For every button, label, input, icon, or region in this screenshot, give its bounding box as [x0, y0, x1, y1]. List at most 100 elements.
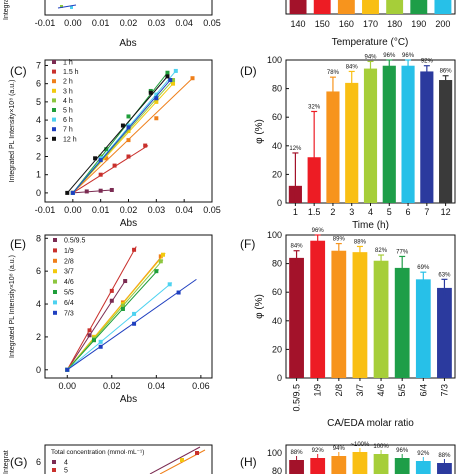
- x-tick-label: 5: [387, 207, 392, 217]
- x-tick-label: 180: [387, 19, 402, 29]
- x-tick-label: 0.05: [203, 18, 221, 28]
- y-tick-label: 4: [36, 115, 41, 125]
- x-tick-label: 0.02: [103, 381, 121, 391]
- y-tick-label: 80: [272, 84, 282, 94]
- x-tick-label: 0.04: [175, 205, 193, 215]
- bar: [352, 252, 368, 378]
- legend-label: 6/4: [64, 300, 74, 307]
- data-point: [132, 247, 137, 252]
- x-tick-label: 0.02: [120, 18, 138, 28]
- legend-label: 4/6: [64, 279, 74, 286]
- legend-marker: [52, 98, 56, 103]
- data-point: [126, 114, 131, 119]
- bar: [337, 0, 355, 14]
- y-tick-label: 2: [36, 151, 41, 161]
- panel-label-G: (G): [10, 455, 27, 469]
- fit-line: [72, 72, 168, 194]
- data-label: 88%: [354, 239, 367, 245]
- y-tick-label: 60: [272, 287, 282, 297]
- y-tick-label: 6: [36, 457, 41, 467]
- x-tick-label: 0.05: [203, 205, 221, 215]
- bar: [326, 91, 340, 203]
- fit-line: [66, 246, 137, 371]
- legend-label: 1/9: [64, 248, 74, 255]
- data-label: 96%: [396, 448, 409, 454]
- data-point: [84, 189, 89, 194]
- bar: [352, 452, 368, 474]
- data-point: [126, 125, 131, 130]
- data-point: [98, 339, 103, 344]
- x-tick-label: 0.01: [92, 205, 110, 215]
- x-tick-label: 0.02: [120, 205, 138, 215]
- panel-label-C: (C): [10, 64, 27, 78]
- data-point: [87, 328, 92, 333]
- legend-marker: [53, 269, 57, 274]
- data-label: 92%: [421, 59, 434, 65]
- legend-marker: [52, 117, 56, 122]
- x-tick-label: 3/7: [355, 384, 365, 397]
- bar: [310, 458, 326, 474]
- bar: [289, 0, 307, 14]
- data-point: [98, 188, 103, 193]
- legend-label: 4 h: [63, 98, 73, 105]
- data-point: [180, 458, 184, 462]
- bar: [373, 260, 389, 378]
- data-point: [158, 259, 163, 264]
- data-label: 88%: [438, 453, 451, 459]
- data-point: [120, 306, 125, 311]
- data-point: [70, 190, 75, 195]
- x-tick-label: 170: [363, 19, 378, 29]
- y-tick-label: 80: [272, 466, 282, 474]
- panel-label-E: (E): [10, 237, 26, 251]
- data-point: [171, 81, 176, 86]
- data-point: [60, 5, 63, 8]
- data-point: [154, 116, 159, 121]
- data-point: [65, 190, 70, 195]
- x-tick-label: 200: [435, 19, 450, 29]
- data-point: [154, 96, 159, 101]
- y-tick-label: 6: [36, 266, 41, 276]
- bar: [394, 458, 410, 474]
- legend-marker: [52, 108, 56, 112]
- x-tick-label: 190: [411, 19, 426, 29]
- y-tick-label: 1: [36, 170, 41, 180]
- x-tick-label: 7/3: [439, 384, 449, 397]
- x-tick-label: 1.5: [308, 207, 321, 217]
- data-label: 82%: [375, 248, 388, 254]
- bar: [410, 0, 428, 14]
- fit-line: [72, 79, 171, 194]
- legend-marker: [52, 136, 56, 141]
- bar: [289, 460, 304, 474]
- fit-line: [66, 269, 159, 371]
- data-label: 94%: [364, 54, 377, 60]
- y-tick-label: 40: [272, 316, 282, 326]
- fit-line: [149, 446, 201, 474]
- legend-label: 2/8: [64, 258, 74, 265]
- data-point: [109, 187, 114, 192]
- y-tick-label: 0: [277, 373, 282, 383]
- bar: [386, 0, 404, 14]
- data-label: 88%: [291, 450, 304, 456]
- partial-frame-H: [285, 444, 456, 474]
- legend-label: 5/5: [64, 290, 74, 297]
- bar: [420, 71, 434, 203]
- y-tick-label: 100: [267, 230, 282, 240]
- data-label: 69%: [417, 265, 430, 271]
- x-tick-label: 4/6: [376, 384, 386, 397]
- legend-marker: [52, 127, 56, 132]
- data-point: [154, 92, 159, 97]
- data-point: [165, 74, 170, 79]
- x-tick-label: 0.04: [148, 381, 166, 391]
- data-point: [123, 279, 128, 284]
- legend-marker: [52, 88, 56, 93]
- x-tick-label: -0.01: [35, 205, 56, 215]
- y-tick-label: 60: [272, 112, 282, 122]
- data-label: 89%: [333, 237, 346, 243]
- data-point: [91, 338, 96, 343]
- x-axis-title: Temperature (°C): [332, 37, 409, 48]
- data-point: [104, 156, 109, 161]
- y-axis-title: Integrated PL Intensity×10⁸ (a.u.): [9, 255, 16, 358]
- data-point: [171, 78, 176, 83]
- x-tick-label: 2: [330, 207, 335, 217]
